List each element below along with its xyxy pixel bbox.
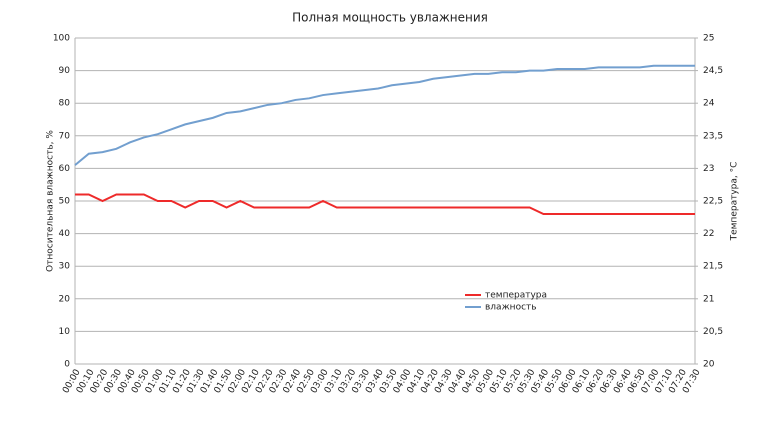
y-tick-label: 80: [59, 99, 71, 109]
y-tick-label: 10: [59, 327, 71, 337]
data-line: [75, 193, 695, 216]
data-line: [74, 64, 695, 166]
y-tick-label: 100: [53, 34, 70, 44]
y2-tick-label: 23,5: [703, 131, 723, 141]
y2-axis-title: Температура, °C: [730, 162, 740, 242]
y2-tick-label: 20: [703, 360, 715, 370]
y-tick-label: 30: [59, 262, 71, 272]
y2-tick-label: 25: [703, 34, 714, 44]
y2-tick-label: 21: [703, 294, 714, 304]
chart-title: Полная мощность увлажнения: [292, 11, 488, 25]
y-tick-label: 40: [59, 229, 71, 239]
y-tick-label: 50: [59, 197, 71, 207]
legend-label: влажность: [485, 303, 537, 313]
y-tick-label: 20: [59, 294, 71, 304]
y-axis-title: Относительная влажность, %: [46, 130, 56, 272]
y2-tick-label: 24,5: [703, 66, 723, 76]
y2-tick-label: 22: [703, 229, 714, 239]
y-tick-label: 70: [59, 131, 71, 141]
y2-tick-label: 23: [703, 164, 714, 174]
y-tick-label: 60: [59, 164, 71, 174]
legend-label: температура: [485, 291, 547, 301]
y2-tick-label: 21,5: [703, 262, 723, 272]
y-tick-label: 0: [64, 360, 70, 370]
y2-tick-label: 20,5: [703, 327, 723, 337]
y2-tick-label: 22,5: [703, 197, 723, 207]
y2-tick-label: 24: [703, 99, 715, 109]
y-tick-label: 90: [59, 66, 71, 76]
